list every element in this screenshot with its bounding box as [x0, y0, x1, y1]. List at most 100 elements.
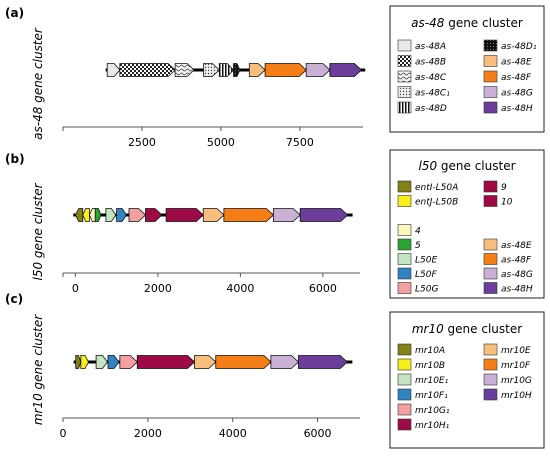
ylabel-as48: as-48 gene cluster	[31, 27, 45, 140]
gene-arrow-l50e	[105, 208, 117, 222]
legend-item-label: as-48A	[415, 42, 446, 52]
gene-arrow-as-48e	[248, 63, 266, 77]
as48-cluster-plot	[62, 63, 366, 131]
legend-item-label: mr10A	[415, 346, 445, 356]
tick-label: 0	[72, 282, 79, 295]
legend-item-label: as-48G	[501, 89, 533, 99]
legend-title-suffix: gene cluster	[444, 16, 522, 30]
panel-label-b: (b)	[5, 152, 25, 166]
gene-arrow-as-48d	[218, 63, 235, 77]
gene-arrow-mr10g1	[119, 355, 138, 369]
axis-ticks-as48: 2500 5000 7500	[128, 136, 314, 149]
legend-item-label: 4	[415, 227, 421, 237]
legend-item-label: 5	[415, 241, 421, 251]
legend-swatch	[483, 388, 498, 401]
legend-frame	[389, 5, 545, 133]
legend-title-suffix: gene cluster	[437, 159, 515, 173]
legend-swatch	[483, 253, 498, 265]
legend-swatch	[483, 373, 498, 386]
gene-arrow-as-48a	[106, 63, 121, 77]
legend-item-label: as-48E	[501, 241, 532, 251]
gene-arrow-mr10h1	[136, 355, 196, 369]
legend-as48: as-48 gene cluster as-48A as-48B as-48C as-…	[389, 5, 545, 133]
legend-item-label: mr10B	[415, 361, 445, 371]
tick-label: 2500	[128, 136, 156, 149]
legend-title-gene: mr10	[412, 322, 444, 336]
legend-title: mr10 gene cluster	[412, 322, 522, 336]
legend-swatch	[397, 418, 412, 431]
legend-item-label: mr10F₁	[415, 391, 448, 401]
legend-item-label: entJ-L50B	[415, 198, 458, 208]
legend-swatch	[483, 282, 498, 294]
gene-arrow-as-48c1	[203, 63, 220, 77]
legend-item-label: as-48C₁	[415, 89, 450, 99]
gene-arrow-mr10g	[270, 355, 300, 369]
legend-frame	[389, 149, 545, 299]
legend-item-label: as-48B	[415, 58, 446, 68]
gene-arrow-l50g	[128, 208, 147, 222]
legend-item-label: entI-L50A	[415, 183, 458, 193]
gene-arrow-mr10a	[75, 355, 82, 369]
gene-arrow-as-48f	[264, 63, 307, 77]
legend-title: l50 gene cluster	[418, 159, 515, 173]
legend-swatch	[397, 86, 412, 98]
tick-label: 0	[60, 427, 67, 440]
legend-swatch	[483, 343, 498, 356]
legend-swatch	[483, 267, 498, 280]
ylabel-mr10: mr10 gene cluster	[31, 314, 45, 425]
legend-item-label: as-48G	[501, 270, 533, 280]
gene-arrow-as-48g	[305, 63, 331, 77]
gene-arrow-entj-l50b	[82, 208, 90, 222]
panel-label-c: (c)	[5, 292, 23, 306]
legend-title: as-48 gene cluster	[411, 16, 523, 30]
tick-label: 6000	[304, 427, 332, 440]
legend-item-label: 9	[501, 183, 507, 193]
legend-swatch	[397, 282, 412, 294]
legend-swatch	[483, 39, 498, 52]
legend-l50: l50 gene cluster entI-L50A entJ-L50B 4 5 L50…	[389, 149, 545, 299]
panel-label-a: (a)	[5, 6, 24, 20]
gene-arrow-mr10f	[215, 355, 272, 369]
legend-title-gene: as-48	[411, 16, 445, 30]
gene-arrow-mr10b	[80, 355, 89, 369]
legend-swatch	[483, 238, 498, 251]
gene-arrow-as-48g	[272, 208, 301, 222]
legend-item-label: as-48H	[501, 104, 533, 114]
legend-swatch	[397, 101, 412, 114]
legend-item-label: mr10H₁	[415, 421, 450, 431]
legend-swatch	[397, 195, 412, 207]
legend-item-label: L50F	[415, 270, 437, 280]
legend-swatch	[483, 101, 498, 114]
gene-arrow-mr10e	[194, 355, 217, 369]
legend-item-label: mr10H	[501, 391, 532, 401]
legend-item-label: as-48H	[501, 285, 533, 295]
axis-ticks-l50: 0 2000 4000 6000	[72, 282, 337, 295]
gene-arrow-as-48h	[299, 208, 349, 222]
tick-label: 4000	[219, 427, 247, 440]
legend-item-label: as-48D	[415, 104, 447, 114]
gene-arrow-as-48b	[119, 63, 176, 77]
axis-ticks-mr10: 0 2000 4000 6000	[60, 427, 332, 440]
legend-title-suffix: gene cluster	[444, 322, 522, 336]
legend-item-label: 10	[501, 198, 513, 208]
legend-item-label: mr10E	[501, 346, 531, 356]
gene-arrow-as-48h	[329, 63, 363, 77]
legend-swatch	[397, 224, 412, 236]
gene-arrow-as-48c	[174, 63, 195, 77]
legend-swatch	[397, 238, 412, 251]
legend-item-label: as-48F	[501, 256, 532, 266]
legend-swatch	[483, 55, 498, 67]
legend-swatch	[397, 403, 412, 416]
tick-label: 7500	[286, 136, 314, 149]
gene-arrow-enti-l50a	[74, 208, 84, 222]
legend-swatch	[397, 39, 412, 52]
legend-item-label: as-48F	[501, 73, 532, 83]
l50-cluster-plot	[62, 208, 360, 277]
legend-swatch	[397, 70, 412, 83]
legend-swatch	[397, 267, 412, 280]
legend-frame	[389, 311, 545, 449]
legend-item-label: L50G	[415, 285, 438, 295]
legend-item-label: as-48E	[501, 58, 532, 68]
tick-label: 2000	[144, 282, 172, 295]
legend-swatch	[483, 195, 498, 207]
